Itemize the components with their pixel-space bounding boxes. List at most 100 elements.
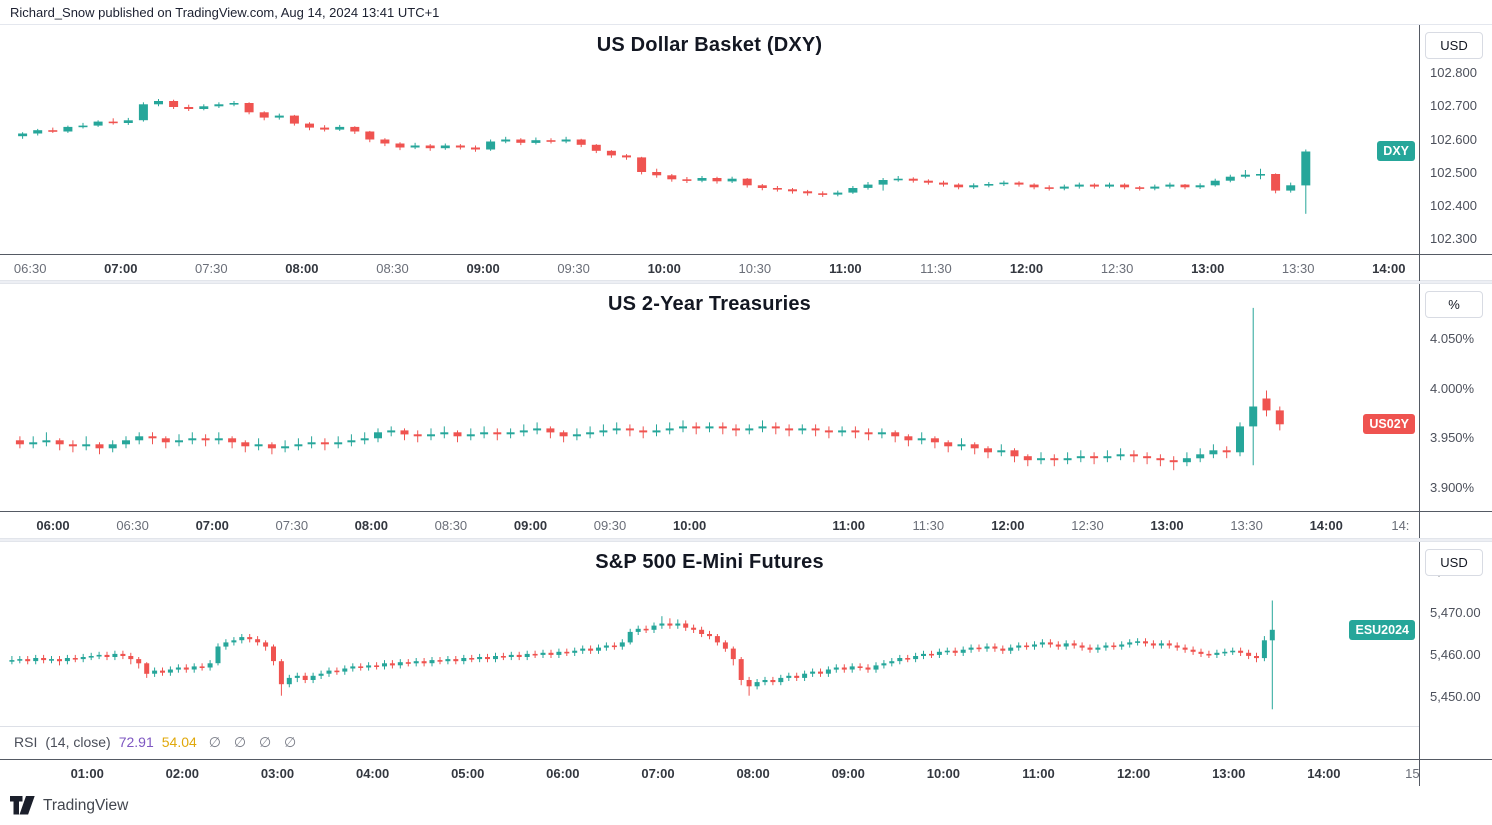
time-tick-label: 12:00 (991, 518, 1025, 533)
dxy-price-axis[interactable]: USD 102.564 08:42 102.800102.700102.6001… (1420, 25, 1492, 281)
panel-divider[interactable] (0, 280, 1492, 284)
time-tick-label: 11:00 (1022, 766, 1055, 781)
us02y-candlestick-chart[interactable] (0, 284, 1419, 512)
time-tick-label: 09:00 (513, 518, 548, 533)
rsi-hidden-values: ∅ ∅ ∅ ∅ (208, 733, 297, 750)
time-tick-label: 12:30 (1071, 518, 1104, 533)
price-tick-label: 102.400 (1430, 197, 1477, 213)
currency-unit-button[interactable]: USD (1425, 549, 1483, 576)
time-tick-label: 06:00 (546, 766, 580, 781)
time-axis-separator (0, 759, 1492, 760)
symbol-tag-dxy: DXY (1377, 141, 1415, 162)
es-candlestick-chart[interactable] (0, 542, 1419, 726)
time-tick-label: 06:00 (36, 518, 70, 533)
chart-title-us02y: US 2-Year Treasuries (607, 293, 811, 315)
time-tick-label: 10:00 (926, 766, 961, 781)
time-tick-label: 07:00 (641, 766, 675, 781)
rsi-ma-value: 54.04 (161, 734, 197, 750)
price-tick-label: 5,470.00 (1430, 605, 1481, 621)
symbol-tag-es: ESU2024 (1349, 619, 1415, 640)
time-tick-label: 13:00 (1191, 261, 1225, 276)
price-tick-label: 3.900% (1430, 480, 1475, 496)
price-axis-border (1419, 284, 1420, 538)
time-tick-label: 08:00 (354, 518, 388, 533)
time-tick-label: 04:00 (355, 766, 390, 781)
time-tick-label: 13:30 (1281, 261, 1315, 276)
es-time-axis[interactable]: 01:00 02:00 03:00 04:00 05:00 06:00 07:00 08:00… (0, 760, 1419, 786)
time-tick-label: 06:30 (116, 518, 149, 533)
currency-unit-button[interactable]: USD (1425, 32, 1483, 59)
time-tick-label: 12:00 (1116, 766, 1151, 781)
time-tick-label: 09:30 (593, 518, 627, 533)
time-tick-label: 07:30 (195, 261, 228, 276)
time-tick-label: 13:00 (1212, 766, 1246, 781)
time-tick-label: 14:00 (1372, 261, 1406, 276)
price-axis-border (1419, 25, 1420, 281)
us02y-price-axis[interactable]: % 3.964% 03:42 4.050%4.000%3.950%3.900% (1420, 284, 1492, 538)
candles (18, 99, 1311, 214)
us02y-chart-panel: US 2-Year Treasuries 06:00 06:30 07:00 07:3… (0, 284, 1492, 538)
time-tick-label: 10:30 (738, 261, 772, 276)
price-tick-label: 5,460.00 (1430, 646, 1481, 662)
price-tick-label: 102.600 (1430, 131, 1477, 147)
tradingview-brand[interactable]: TradingView (10, 796, 128, 815)
price-tick-label: 102.500 (1430, 164, 1477, 180)
time-tick-label: 02:00 (165, 766, 199, 781)
candles (9, 600, 1275, 710)
price-tick-label: 4.050% (1430, 330, 1475, 346)
time-tick-label: 08:30 (376, 261, 409, 276)
dxy-chart-panel: US Dollar Basket (DXY) 06:30 07:00 07:30 08… (0, 24, 1492, 281)
candles (15, 307, 1284, 471)
price-tick-label: 102.800 (1430, 65, 1477, 81)
rsi-pane-divider[interactable] (0, 726, 1419, 727)
time-tick-label: 07:30 (275, 518, 309, 533)
time-tick-label: 10:00 (672, 518, 707, 533)
es-futures-chart-panel: S&P 500 E-Mini Futures RSI (14, close) 7… (0, 542, 1492, 786)
dxy-time-axis[interactable]: 06:30 07:00 07:30 08:00 08:30 09:00 09:30 10:00… (0, 255, 1419, 281)
time-tick-label: 09:00 (466, 261, 500, 276)
percent-unit-button[interactable]: % (1425, 291, 1483, 318)
time-tick-label: 14:00 (1307, 766, 1341, 781)
price-tick-label: 3.950% (1430, 430, 1475, 446)
time-tick-label: 08:00 (285, 261, 319, 276)
time-tick-label: 13:00 (1150, 518, 1184, 533)
time-tick-label: 03:00 (260, 766, 295, 781)
time-tick-label: 14:00 (1309, 518, 1343, 533)
time-tick-label: 07:00 (195, 518, 229, 533)
price-tick-label: 4.000% (1430, 380, 1475, 396)
time-tick-label: 09:00 (831, 766, 865, 781)
time-tick-label: 06:30 (13, 261, 47, 276)
time-tick-label: 14: (1391, 518, 1410, 533)
time-tick-label: 10:00 (647, 261, 681, 276)
time-tick-label: 07:00 (104, 261, 138, 276)
chart-title-dxy: US Dollar Basket (DXY) (596, 34, 823, 56)
dxy-candlestick-chart[interactable] (0, 25, 1419, 255)
time-tick-label: 11:30 (912, 518, 945, 533)
time-axis-separator (0, 511, 1492, 512)
time-tick-label: 12:30 (1100, 261, 1134, 276)
time-tick-label: 12:00 (1009, 261, 1044, 276)
panel-divider[interactable] (0, 538, 1492, 542)
time-tick-label: 13:30 (1230, 518, 1263, 533)
price-tick-label: 5,450.00 (1430, 688, 1481, 704)
price-tick-label: 102.700 (1430, 98, 1477, 114)
rsi-label: RSI (14, 734, 38, 750)
time-tick-label: 15: (1405, 766, 1419, 781)
es-price-axis[interactable]: USD 5,466.00 03:42 5,480.005,470.005,460… (1420, 542, 1492, 786)
time-tick-label: 11:00 (832, 518, 865, 533)
rsi-indicator-row[interactable]: RSI (14, close) 72.91 54.04 ∅ ∅ ∅ ∅ (14, 730, 296, 754)
tradingview-logo-icon (10, 796, 35, 815)
price-axis-border (1419, 542, 1420, 786)
footer: TradingView (0, 786, 1492, 825)
time-tick-label: 11:00 (829, 261, 862, 276)
time-tick-label: 01:00 (70, 766, 104, 781)
price-tick-label: 102.300 (1430, 231, 1477, 247)
time-axis-separator (0, 254, 1492, 255)
time-tick-label: 08:30 (434, 518, 468, 533)
attribution-text: Richard_Snow published on TradingView.co… (10, 5, 440, 20)
rsi-value: 72.91 (118, 734, 154, 750)
symbol-tag-us02y: US02Y (1363, 414, 1415, 435)
time-tick-label: 08:00 (736, 766, 770, 781)
us02y-time-axis[interactable]: 06:00 06:30 07:00 07:30 08:00 08:30 09:00 09:30… (0, 512, 1419, 538)
time-tick-label: 05:00 (451, 766, 485, 781)
